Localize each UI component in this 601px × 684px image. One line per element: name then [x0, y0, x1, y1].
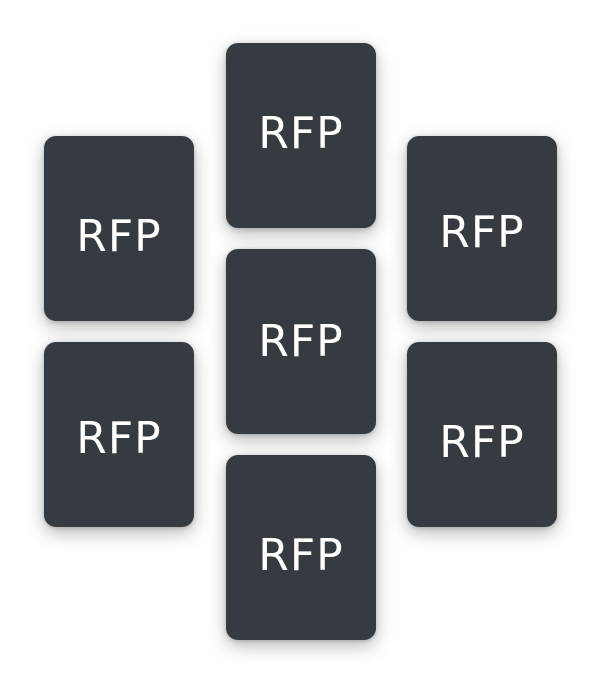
rfp-card-label: RFP: [439, 206, 525, 258]
rfp-card-label: RFP: [258, 107, 344, 159]
rfp-card-label: RFP: [258, 529, 344, 581]
rfp-card-right-bottom[interactable]: RFP: [407, 342, 557, 527]
rfp-card-label: RFP: [258, 315, 344, 367]
rfp-card-label: RFP: [76, 412, 162, 464]
rfp-card-center-top[interactable]: RFP: [226, 43, 376, 228]
rfp-card-left-top[interactable]: RFP: [44, 136, 194, 321]
rfp-card-center-bottom[interactable]: RFP: [226, 455, 376, 640]
rfp-card-label: RFP: [439, 416, 525, 468]
rfp-card-left-bottom[interactable]: RFP: [44, 342, 194, 527]
rfp-card-right-top[interactable]: RFP: [407, 136, 557, 321]
rfp-card-center-middle[interactable]: RFP: [226, 249, 376, 434]
rfp-card-label: RFP: [76, 210, 162, 262]
